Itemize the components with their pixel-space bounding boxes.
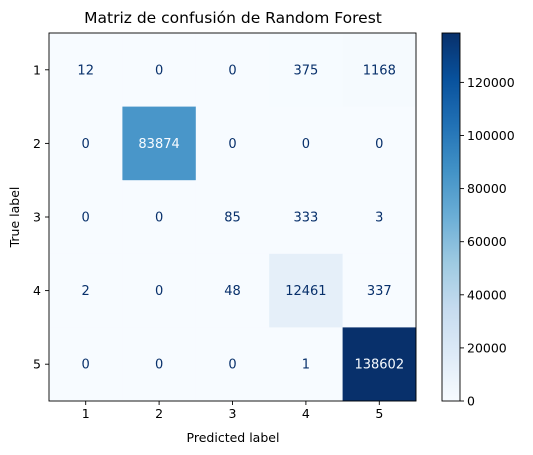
x-tick-label: 5	[375, 406, 383, 421]
colorbar-tick-label: 0	[467, 394, 475, 409]
heatmap-cell	[269, 327, 343, 402]
cell-value-label: 375	[293, 63, 318, 78]
colorbar-tick-label: 80000	[467, 181, 507, 196]
colorbar-tick-label: 20000	[467, 340, 507, 355]
cell-value-label: 12461	[285, 284, 326, 299]
colorbar-tick-label: 120000	[467, 75, 515, 90]
y-tick-label: 5	[33, 357, 41, 372]
heatmap-cell	[269, 33, 343, 107]
heatmap-cell	[269, 253, 343, 328]
cell-value-label: 0	[228, 137, 236, 152]
cell-value-label: 85	[224, 211, 241, 226]
heatmap-cell	[269, 106, 343, 181]
colorbar-tick-label: 60000	[467, 234, 507, 249]
cell-value-label: 0	[155, 358, 163, 373]
cell-value-label: 138602	[354, 358, 404, 373]
x-tick-label: 3	[229, 406, 237, 421]
cell-value-label: 337	[367, 284, 392, 299]
cell-value-label: 0	[228, 358, 236, 373]
heatmap-cell	[195, 106, 270, 181]
y-tick-label: 4	[33, 283, 41, 298]
cell-value-label: 48	[224, 284, 241, 299]
y-tick-label: 1	[33, 62, 41, 77]
x-axis-ticks: 1 2 3 4 5	[82, 401, 383, 421]
cell-value-label: 0	[155, 284, 163, 299]
cell-value-label: 3	[375, 211, 383, 226]
colorbar-tick-label: 40000	[467, 287, 507, 302]
heatmap-cell	[342, 180, 417, 255]
chart-title: Matriz de confusión de Random Forest	[84, 9, 382, 27]
heatmap-cell	[122, 180, 197, 255]
heatmap-cell	[342, 327, 417, 402]
heatmap-cell	[122, 106, 197, 181]
heatmap-cell	[122, 327, 197, 402]
cell-value-label: 1	[302, 358, 310, 373]
heatmap-cell	[342, 106, 417, 181]
cell-value-label: 0	[155, 63, 163, 78]
cell-value-label: 83874	[138, 137, 179, 152]
cell-value-label: 0	[375, 137, 383, 152]
cell-value-label: 0	[155, 211, 163, 226]
heatmap-cell	[49, 33, 123, 107]
cell-value-label: 2	[82, 284, 90, 299]
cell-value-label: 333	[293, 211, 318, 226]
heatmap-cell	[49, 180, 123, 255]
colorbar-tick-label: 100000	[467, 128, 515, 143]
y-tick-label: 2	[33, 136, 41, 151]
cell-value-label: 1168	[363, 63, 396, 78]
colorbar	[441, 32, 461, 402]
heatmap-cells	[49, 33, 417, 402]
heatmap-cell	[49, 327, 123, 402]
x-tick-label: 4	[302, 406, 310, 421]
cell-value-label: 0	[82, 137, 90, 152]
heatmap-cell	[122, 253, 197, 328]
heatmap-cell	[269, 180, 343, 255]
y-axis-label: True label	[7, 187, 22, 249]
cell-value-label: 0	[82, 358, 90, 373]
heatmap-cell	[195, 33, 270, 107]
x-axis-label: Predicted label	[187, 430, 280, 445]
heatmap-cell	[195, 253, 270, 328]
cell-value-label: 12	[77, 63, 94, 78]
heatmap-cell	[49, 106, 123, 181]
cell-value-label: 0	[82, 211, 90, 226]
cell-value-label: 0	[228, 63, 236, 78]
heatmap-cell	[342, 33, 417, 107]
cell-value-label: 0	[302, 137, 310, 152]
heatmap-cell	[49, 253, 123, 328]
heatmap-cell	[122, 33, 197, 107]
heatmap-cell	[195, 327, 270, 402]
heatmap-cell	[342, 253, 417, 328]
x-tick-label: 2	[155, 406, 163, 421]
colorbar-ticks: 0 20000 40000 60000 80000 100000 120000	[460, 75, 515, 409]
y-tick-label: 3	[33, 210, 41, 225]
y-axis-ticks: 1 2 3 4 5	[33, 62, 49, 372]
x-tick-label: 1	[82, 406, 90, 421]
heatmap-cell	[195, 180, 270, 255]
